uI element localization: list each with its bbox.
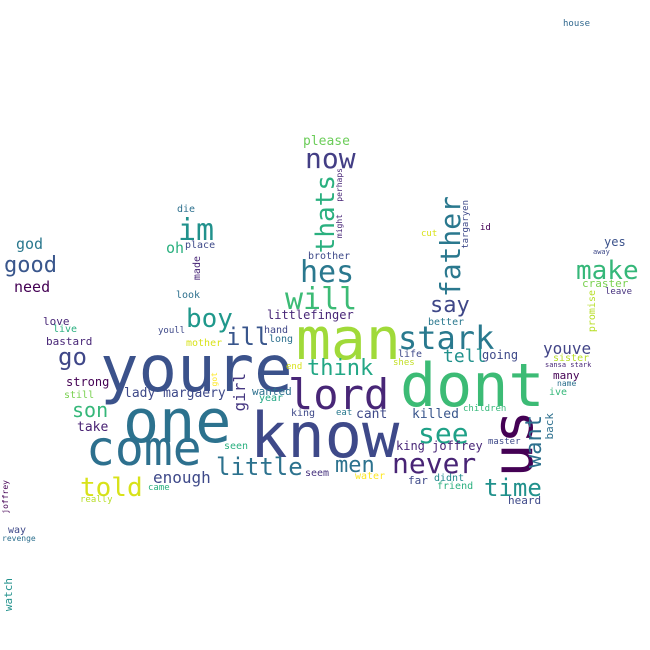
word-ive: ive xyxy=(549,387,568,398)
word-bastard: bastard xyxy=(46,335,93,348)
word-come: come xyxy=(86,421,202,477)
word-youre: youre xyxy=(100,333,293,407)
word-good: good xyxy=(4,253,57,278)
word-told: told xyxy=(80,473,143,503)
word-ill: ill xyxy=(226,323,270,351)
word-joffrey: joffrey xyxy=(1,480,10,514)
word-man: man xyxy=(296,305,401,373)
word-say: say xyxy=(430,293,470,318)
word-see: see xyxy=(418,417,469,450)
word-hand: hand xyxy=(264,325,289,336)
word-cant: cant xyxy=(356,407,388,422)
word-time: time xyxy=(484,474,542,502)
word-might: might xyxy=(335,214,344,239)
word-littlefinger: littlefinger xyxy=(267,308,354,322)
word-strong: strong xyxy=(66,375,110,389)
word-stark: stark xyxy=(398,319,495,357)
word-cut: cut xyxy=(421,229,438,239)
word-better: better xyxy=(428,317,465,328)
word-never: never xyxy=(392,447,477,480)
word-girl: girl xyxy=(230,373,249,412)
word-hes: hes xyxy=(300,255,355,290)
word-going: going xyxy=(482,348,519,362)
word-back: back xyxy=(543,413,556,440)
word-shes: shes xyxy=(393,358,415,368)
word-master: master xyxy=(488,437,521,447)
word-lord: lord xyxy=(288,370,390,419)
word-targaryen: targaryen xyxy=(461,200,471,249)
word-eat: eat xyxy=(336,408,353,418)
word-son: son xyxy=(72,398,109,422)
word-now: now xyxy=(305,142,356,175)
word-way: way xyxy=(8,525,27,536)
word-dont: dont xyxy=(400,351,545,421)
word-craster: craster xyxy=(582,277,629,290)
word-watch: watch xyxy=(2,578,15,612)
word-die: die xyxy=(177,204,196,215)
word-love: love xyxy=(43,315,70,328)
word-seem: seem xyxy=(305,468,330,479)
word-youve: youve xyxy=(543,339,592,358)
word-need: need xyxy=(14,278,51,296)
word-king: king xyxy=(291,408,316,419)
word-lady-margaery: lady margaery xyxy=(124,386,226,401)
word-make: make xyxy=(576,256,639,286)
word-still: still xyxy=(64,390,95,401)
word-id: id xyxy=(480,223,491,233)
word-water: water xyxy=(355,471,386,482)
word-children: children xyxy=(463,404,507,414)
word-year: year xyxy=(259,393,284,404)
word-friend: friend xyxy=(437,481,474,492)
word-long: long xyxy=(269,334,294,345)
word-didnt: didnt xyxy=(434,473,465,484)
word-yes: yes xyxy=(604,235,626,249)
word-king-joffrey: king joffrey xyxy=(396,439,483,453)
word-please: please xyxy=(303,134,350,149)
word-wanted: wanted xyxy=(252,385,292,398)
word-sansa-stark: sansa stark xyxy=(545,361,592,369)
word-came: came xyxy=(148,483,170,493)
word-tell: tell xyxy=(443,346,487,367)
word-made: made xyxy=(192,256,203,281)
word-oh: oh xyxy=(166,239,185,257)
word-got: got xyxy=(210,372,219,387)
word-revenge: revenge xyxy=(2,534,36,543)
word-little: little xyxy=(216,453,303,481)
word-men: men xyxy=(335,453,375,478)
word-place: place xyxy=(185,240,216,251)
word-heard: heard xyxy=(508,494,542,507)
word-away: away xyxy=(593,248,610,256)
word-will: will xyxy=(285,282,358,317)
word-god: god xyxy=(16,235,44,253)
word-brother: brother xyxy=(308,251,351,262)
word-name: name xyxy=(557,379,577,388)
word-house: house xyxy=(563,19,591,29)
word-go: go xyxy=(58,343,87,371)
word-life: life xyxy=(398,349,423,360)
word-live: live xyxy=(53,324,78,335)
word-killed: killed xyxy=(412,407,459,422)
word-perhaps: perhaps xyxy=(335,168,344,202)
word-seen: seen xyxy=(224,441,249,452)
word-mother: mother xyxy=(186,338,223,349)
word-one: one xyxy=(123,387,232,457)
word-sister: sister xyxy=(553,353,590,364)
word-end: end xyxy=(286,362,303,372)
word-promise: promise xyxy=(587,290,598,333)
word-far: far xyxy=(408,474,428,487)
word-enough: enough xyxy=(153,468,211,487)
word-boy: boy xyxy=(186,304,233,334)
word-leave: leave xyxy=(605,287,633,297)
word-many: many xyxy=(553,369,580,382)
word-look: look xyxy=(176,290,201,301)
word-think: think xyxy=(307,356,374,381)
word-know: know xyxy=(250,399,400,472)
word-take: take xyxy=(77,420,109,435)
word-really: really xyxy=(80,495,113,505)
word-youll: youll xyxy=(158,326,186,336)
word-im: im xyxy=(178,213,215,248)
